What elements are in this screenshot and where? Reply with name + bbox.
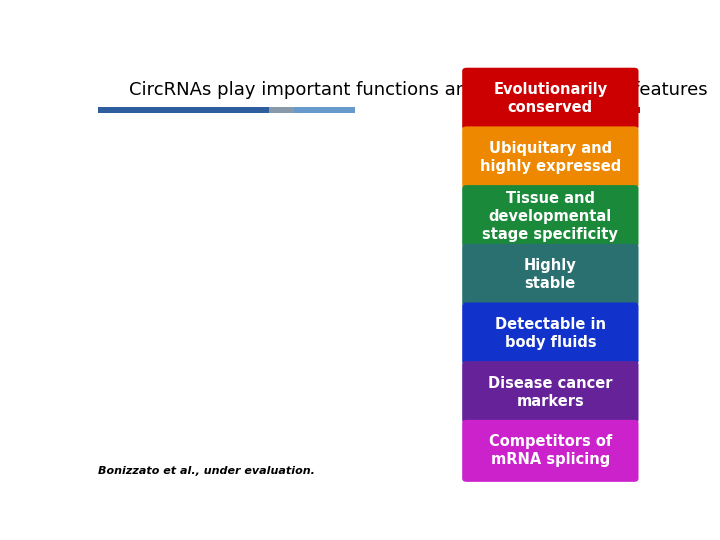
Bar	[269, 107, 294, 113]
FancyBboxPatch shape	[462, 361, 639, 423]
FancyBboxPatch shape	[462, 420, 639, 482]
Text: Competitors of
mRNA splicing: Competitors of mRNA splicing	[489, 434, 612, 467]
Text: Evolutionarily
conserved: Evolutionarily conserved	[493, 82, 608, 115]
Bar	[464, 107, 639, 113]
FancyBboxPatch shape	[462, 68, 639, 130]
Text: Detectable in
body fluids: Detectable in body fluids	[495, 317, 606, 350]
FancyBboxPatch shape	[462, 302, 639, 364]
Text: CircRNAs play important functions and have distinctive features: CircRNAs play important functions and ha…	[129, 82, 708, 99]
Bar	[99, 107, 269, 113]
Text: Disease cancer
markers: Disease cancer markers	[488, 376, 613, 409]
FancyBboxPatch shape	[462, 244, 639, 306]
Text: Tissue and
developmental
stage specificity: Tissue and developmental stage specifici…	[482, 191, 618, 241]
Text: Bonizzato et al., under evaluation.: Bonizzato et al., under evaluation.	[99, 467, 315, 476]
FancyBboxPatch shape	[462, 185, 639, 247]
Text: Ubiquitary and
highly expressed: Ubiquitary and highly expressed	[480, 141, 621, 174]
Text: Highly
stable: Highly stable	[524, 258, 577, 291]
FancyBboxPatch shape	[462, 126, 639, 188]
Bar	[294, 107, 355, 113]
